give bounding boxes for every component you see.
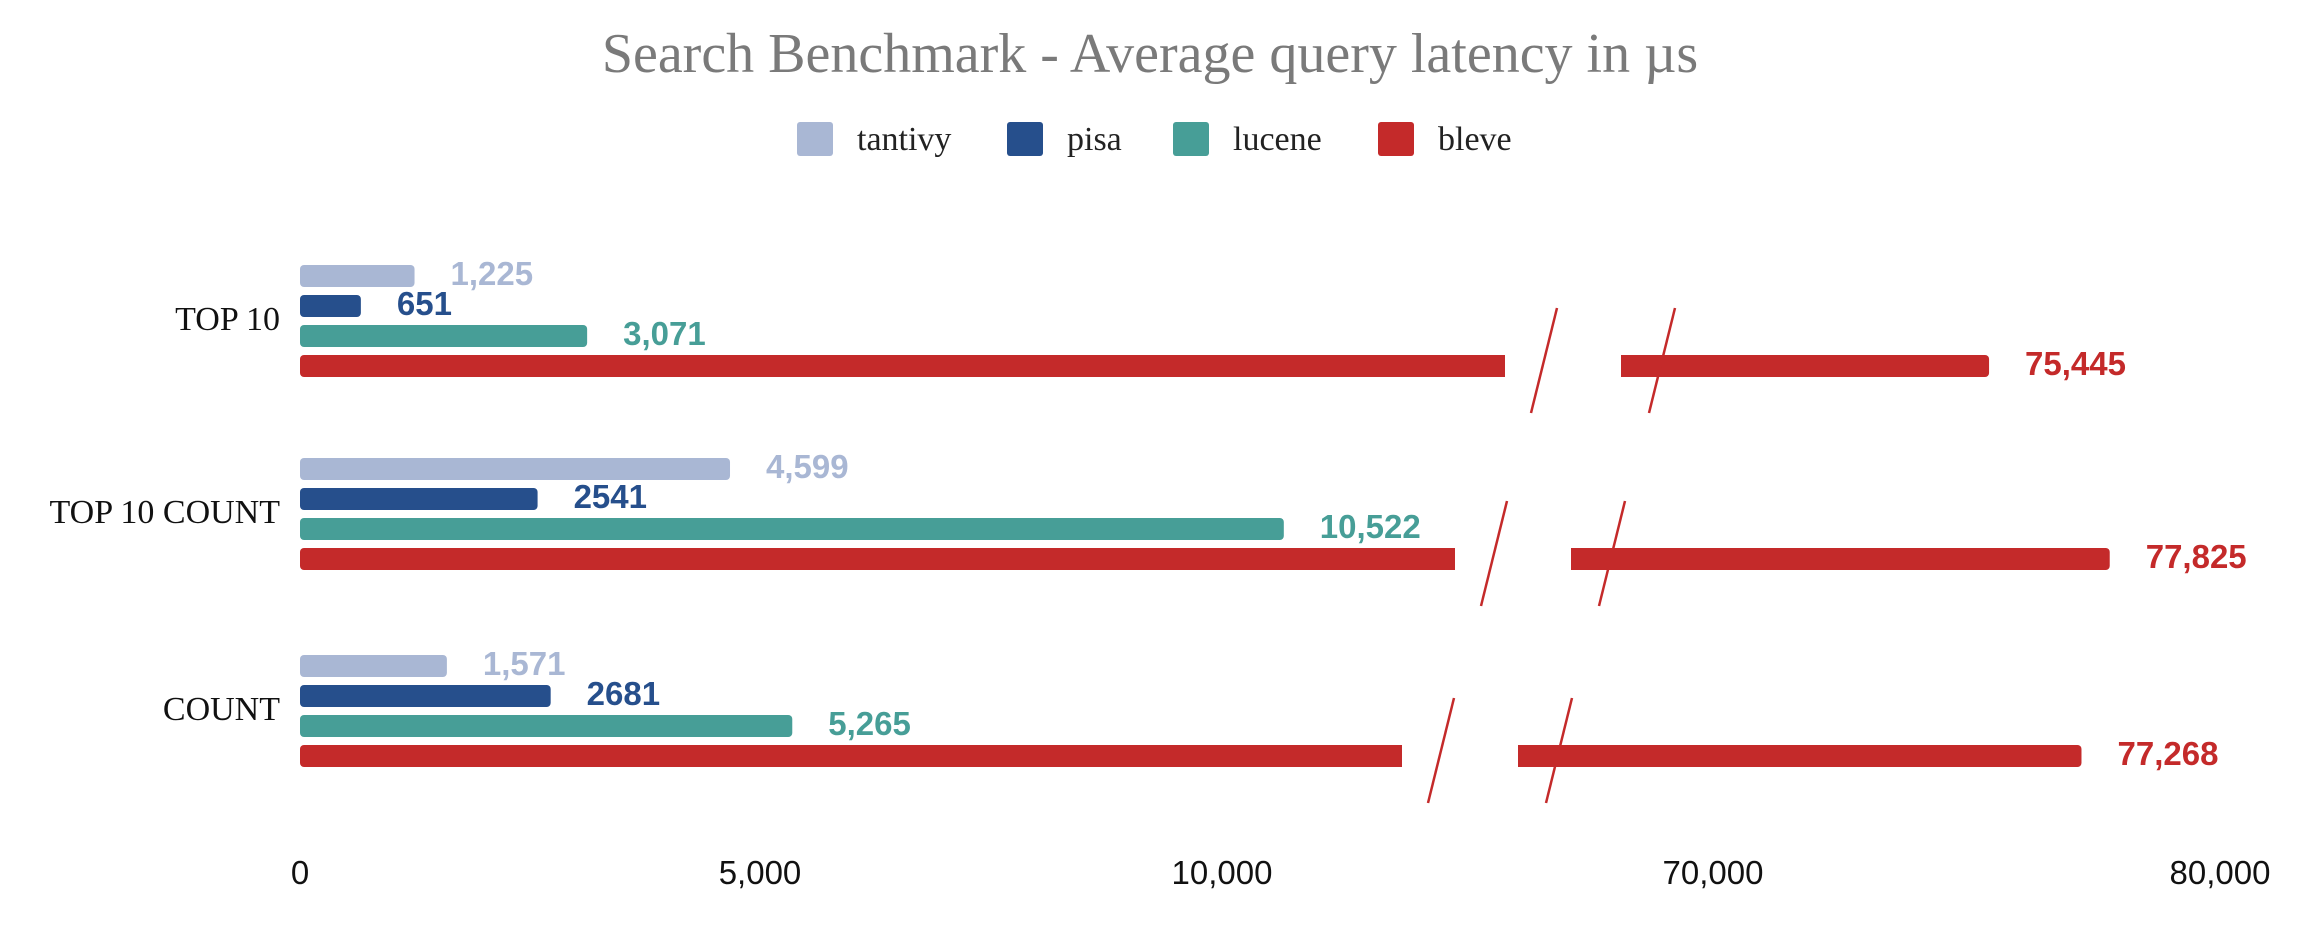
break-slash: [1479, 500, 1509, 607]
bar-pisa-top-10-count: [300, 488, 538, 510]
legend-label: pisa: [1067, 121, 1122, 158]
bar-tantivy-top-10: [300, 265, 415, 287]
data-label-bleve: 77,268: [2117, 735, 2218, 772]
x-tick-label: 0: [291, 854, 309, 891]
data-label-lucene: 5,265: [828, 705, 911, 742]
legend-item-lucene: lucene: [1173, 121, 1322, 158]
break-slash: [1529, 307, 1559, 414]
break-slash: [1426, 697, 1456, 804]
legend: tantivy pisa lucene bleve: [797, 121, 1512, 158]
legend-label: tantivy: [857, 121, 951, 158]
data-label-bleve: 77,825: [2146, 538, 2247, 575]
legend-label: lucene: [1233, 121, 1322, 158]
category-label: TOP 10 COUNT: [50, 494, 281, 531]
data-label-tantivy: 1,225: [451, 255, 534, 292]
data-label-lucene: 10,522: [1320, 508, 1421, 545]
break-slash: [1597, 500, 1627, 607]
legend-item-tantivy: tantivy: [797, 121, 951, 158]
bar-lucene-top-10: [300, 325, 588, 347]
legend-item-pisa: pisa: [1007, 121, 1122, 158]
legend-label: bleve: [1438, 121, 1512, 158]
axis-break-mark: [1402, 697, 1574, 804]
category-label: TOP 10: [175, 301, 280, 338]
legend-swatch: [1007, 122, 1043, 156]
axis-break-mark: [1455, 500, 1627, 607]
x-tick-label: 70,000: [1663, 854, 1764, 891]
bar-bleve-count: [300, 745, 2082, 767]
data-label-pisa: 651: [397, 285, 452, 322]
bar-lucene-count: [300, 715, 793, 737]
data-label-tantivy: 1,571: [483, 645, 566, 682]
chart-title: Search Benchmark - Average query latency…: [602, 23, 1698, 85]
break-slash: [1647, 307, 1677, 414]
data-label-pisa: 2681: [587, 675, 660, 712]
x-tick-label: 10,000: [1172, 854, 1273, 891]
break-slash: [1544, 697, 1574, 804]
legend-swatch: [1173, 122, 1209, 156]
bar-lucene-top-10-count: [300, 518, 1284, 540]
bar-pisa-count: [300, 685, 551, 707]
bar-tantivy-count: [300, 655, 447, 677]
data-label-lucene: 3,071: [623, 315, 706, 352]
data-label-bleve: 75,445: [2025, 345, 2126, 382]
data-label-pisa: 2541: [574, 478, 647, 515]
bar-pisa-top-10: [300, 295, 361, 317]
legend-swatch: [797, 122, 833, 156]
bars: [300, 265, 2110, 767]
break-gap: [1505, 352, 1621, 380]
category-label: COUNT: [163, 691, 280, 728]
bar-tantivy-top-10-count: [300, 458, 731, 480]
bar-bleve-top-10-count: [300, 548, 2110, 570]
data-label-tantivy: 4,599: [766, 448, 849, 485]
break-gap: [1402, 742, 1518, 770]
legend-swatch: [1378, 122, 1414, 156]
x-tick-label: 80,000: [2170, 854, 2271, 891]
break-gap: [1455, 545, 1571, 573]
axis-break-marks: [1402, 307, 1677, 804]
legend-item-bleve: bleve: [1378, 121, 1512, 158]
category-labels: TOP 10 TOP 10 COUNT COUNT: [50, 301, 281, 728]
x-tick-label: 5,000: [719, 854, 802, 891]
x-axis-tick-labels: 0 5,000 10,000 70,000 80,000: [291, 854, 2271, 891]
axis-break-mark: [1505, 307, 1677, 414]
bar-bleve-top-10: [300, 355, 1990, 377]
